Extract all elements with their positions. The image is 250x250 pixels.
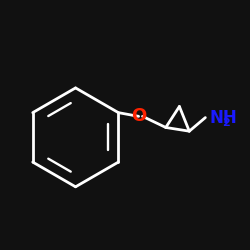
Text: 2: 2 (222, 118, 230, 128)
Text: O: O (131, 107, 146, 125)
Text: NH: NH (209, 108, 237, 126)
